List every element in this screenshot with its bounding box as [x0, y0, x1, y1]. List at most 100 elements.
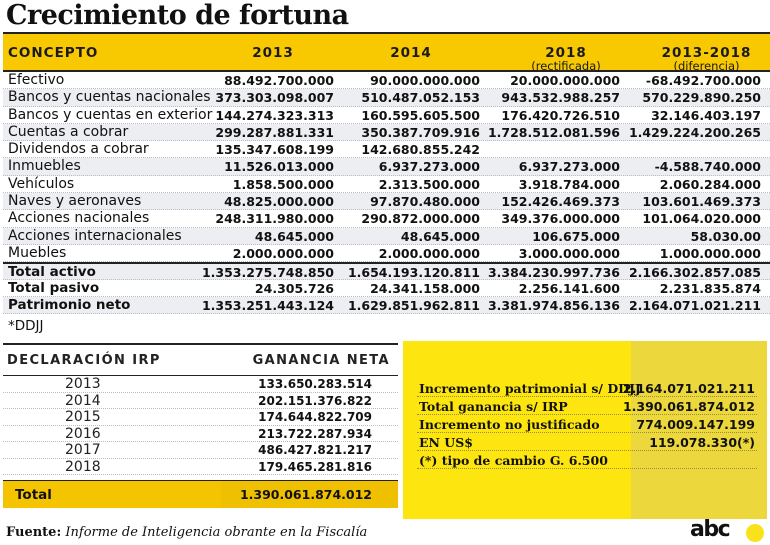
- cell-2014: 290.872.000.000: [361, 211, 480, 227]
- cell-diff: 570.229.890.250: [642, 90, 761, 106]
- irp-table: DECLARACIÓN IRP GANANCIA NETA 2013 133.65…: [3, 343, 398, 508]
- row-label: Total activo: [8, 264, 96, 281]
- irp-value: 202.151.376.822: [258, 393, 372, 408]
- header-2014: 2014: [390, 45, 432, 61]
- header-diff-label: 2013-2018: [661, 45, 752, 61]
- header-diff: 2013-2018 (diferencia): [643, 45, 770, 73]
- row-label: Bancos y cuentas en exterior: [8, 106, 213, 123]
- total-row: Total pasivo 24.305.726 24.341.158.000 2.25…: [3, 280, 770, 297]
- table-row: Efectivo 88.492.700.000 90.000.000.000 20.0…: [3, 72, 770, 90]
- irp-row: 2016 213.722.287.934: [3, 425, 398, 442]
- cell-diff: 2.060.284.000: [659, 176, 761, 192]
- table-row: Dividendos a cobrar 135.347.608.199 142.68…: [3, 141, 770, 159]
- summary-row: Total ganancia s/ IRP 1.390.061.874.012: [417, 398, 757, 415]
- summary-row: (*) tipo de cambio G. 6.500: [417, 452, 757, 469]
- row-label: Efectivo: [8, 72, 65, 88]
- summary-row: Incremento no justificado 774.009.147.199: [417, 416, 757, 433]
- cell-2014: 142.680.855.242: [361, 142, 480, 158]
- cell-2013: 1.858.500.000: [232, 176, 334, 192]
- irp-year: 2015: [65, 409, 101, 425]
- summary-row: EN US$ 119.078.330(*): [417, 434, 757, 451]
- irp-value: 213.722.287.934: [258, 426, 372, 441]
- table-row: Vehículos 1.858.500.000 2.313.500.000 3.918…: [3, 175, 770, 194]
- cell-2013: 1.353.275.748.850: [201, 265, 334, 281]
- row-label: Total pasivo: [8, 279, 100, 296]
- irp-value: 486.427.821.217: [258, 443, 372, 457]
- irp-year: 2016: [65, 425, 101, 442]
- cell-2018: 176.420.726.510: [501, 107, 620, 123]
- irp-row: 2015 174.644.822.709: [3, 409, 398, 426]
- table-header: CONCEPTO 2013 2014 2018 (rectificada) 201…: [3, 32, 770, 73]
- summary-value: 1.390.061.874.012: [622, 399, 755, 414]
- cell-diff: 1.429.224.200.265: [628, 124, 761, 140]
- cell-2013: 11.526.013.000: [224, 159, 334, 175]
- row-label: Dividendos a cobrar: [8, 141, 149, 158]
- ddjj-note: *DDJJ: [8, 318, 44, 334]
- summary-row: Incremento patrimonial s/ DDJJ 2.164.071.…: [417, 380, 757, 397]
- cell-2018: 2.256.141.600: [518, 280, 620, 296]
- table-row: Muebles 2.000.000.000 2.000.000.000 3.000.0…: [3, 244, 770, 263]
- irp-value: 133.650.283.514: [258, 377, 372, 391]
- row-label: Acciones nacionales: [8, 210, 150, 227]
- cell-2013: 373.303.098.007: [215, 90, 334, 106]
- summary-label: EN US$: [419, 435, 473, 450]
- cell-2018: 152.426.469.373: [501, 194, 620, 210]
- cell-2013: 144.274.323.313: [215, 107, 334, 123]
- summary-value-column: [631, 341, 767, 519]
- summary-label: (*) tipo de cambio G. 6.500: [419, 453, 608, 468]
- row-label: Naves y aeronaves: [8, 193, 142, 210]
- cell-2014: 160.595.605.500: [361, 107, 480, 123]
- irp-body: 2013 133.650.283.514 2014 202.151.376.822 20…: [3, 376, 398, 475]
- irp-year: 2014: [65, 392, 101, 409]
- cell-2013: 48.825.000.000: [224, 194, 334, 210]
- cell-2013: 2.000.000.000: [232, 245, 334, 261]
- summary-value: 119.078.330(*): [649, 435, 755, 450]
- summary-value: 2.164.071.021.211: [622, 381, 755, 396]
- table-row: Bancos y cuentas en exterior 144.274.323.…: [3, 107, 770, 124]
- header-2018-label: 2018: [545, 45, 587, 61]
- cell-2018: 20.000.000.000: [510, 73, 620, 88]
- irp-row: 2017 486.427.821.217: [3, 442, 398, 459]
- irp-row: 2018 179.465.281.816: [3, 458, 398, 475]
- row-label: Inmuebles: [8, 158, 81, 175]
- cell-2013: 48.645.000: [254, 228, 334, 244]
- cell-2018: 349.376.000.000: [501, 211, 620, 227]
- cell-2018: 3.381.974.856.136: [487, 297, 620, 313]
- row-label: Muebles: [8, 244, 67, 261]
- irp-year: 2013: [65, 376, 101, 392]
- cell-2013: 88.492.700.000: [224, 73, 334, 88]
- irp-row: 2013 133.650.283.514: [3, 376, 398, 393]
- cell-2018: 6.937.273.000: [518, 159, 620, 175]
- yellow-dot-icon: [746, 524, 764, 542]
- cell-2013: 135.347.608.199: [215, 142, 334, 158]
- row-label: Bancos y cuentas nacionales: [8, 89, 211, 106]
- header-2018: 2018 (rectificada): [506, 45, 626, 73]
- table-row: Inmuebles 11.526.013.000 6.937.273.000 6.93…: [3, 158, 770, 176]
- cell-2013: 24.305.726: [254, 280, 334, 296]
- cell-diff: 32.146.403.197: [651, 107, 761, 123]
- irp-year: 2017: [65, 442, 101, 458]
- table-row: Bancos y cuentas nacionales 373.303.098.0…: [3, 89, 770, 107]
- cell-2013: 299.287.881.331: [215, 124, 334, 140]
- cell-2014: 6.937.273.000: [378, 159, 480, 175]
- cell-diff: 2.231.835.874: [659, 280, 761, 296]
- logo-text: abc: [690, 517, 731, 542]
- row-label: Vehículos: [8, 175, 75, 192]
- cell-2014: 1.654.193.120.811: [347, 265, 480, 281]
- cell-2014: 90.000.000.000: [370, 73, 480, 88]
- cell-2014: 2.313.500.000: [378, 176, 480, 192]
- irp-value: 174.644.822.709: [258, 410, 372, 424]
- cell-diff: 2.166.302.857.085: [628, 265, 761, 281]
- cell-diff: -4.588.740.000: [654, 159, 761, 175]
- page-title: Crecimiento de fortuna: [6, 0, 349, 31]
- source-label: Fuente:: [6, 525, 62, 540]
- summary-value: 774.009.147.199: [636, 417, 755, 432]
- table-row: Acciones nacionales 248.311.980.000 290.87…: [3, 210, 770, 228]
- header-concept: CONCEPTO: [8, 45, 99, 61]
- header-2013: 2013: [252, 45, 294, 61]
- cell-2013: 1.353.251.443.124: [201, 297, 334, 313]
- irp-year: 2018: [65, 458, 101, 475]
- cell-2014: 97.870.480.000: [370, 194, 480, 210]
- header-diff-sub: (diferencia): [673, 59, 740, 73]
- cell-diff: 103.601.469.373: [642, 194, 761, 210]
